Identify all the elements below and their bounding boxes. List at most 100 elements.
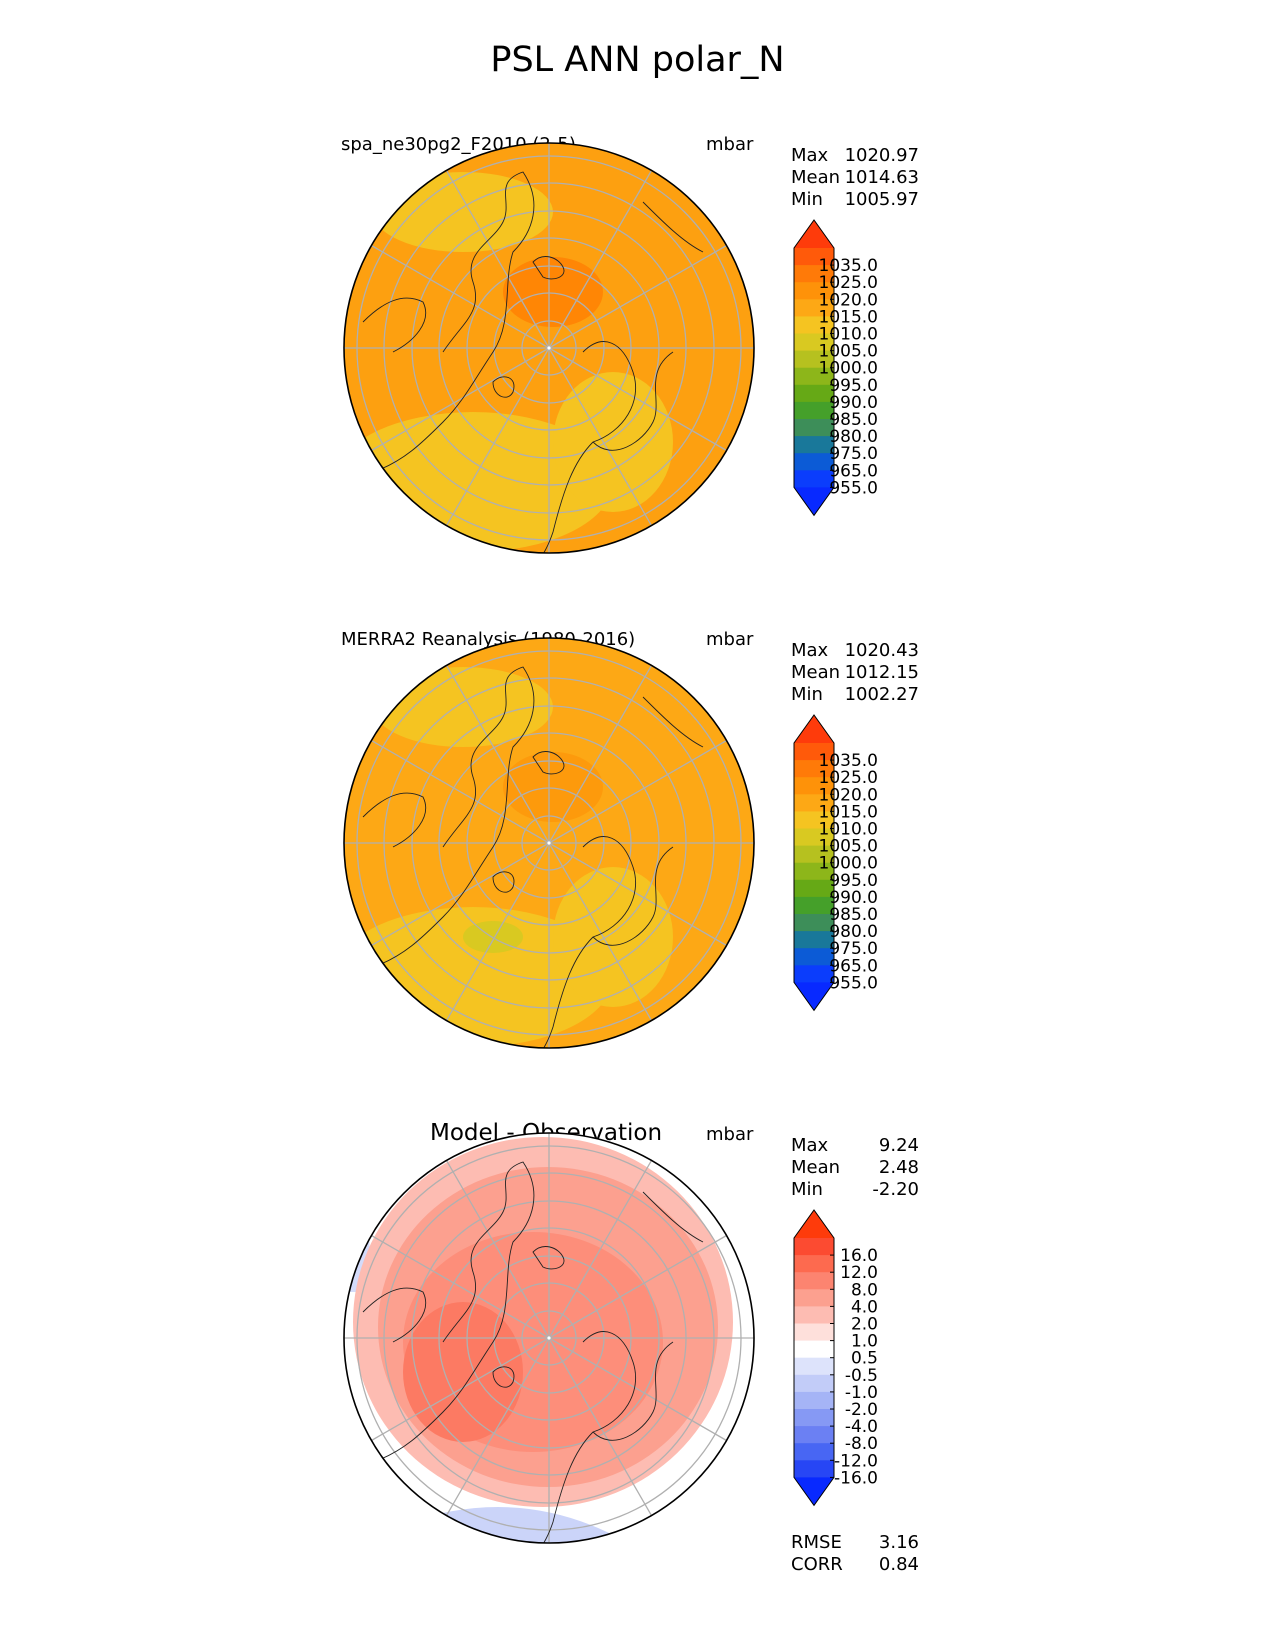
longitude-line bbox=[548, 842, 727, 947]
colorbar-tick-label: 16.0 bbox=[840, 1246, 878, 1266]
field-region bbox=[503, 257, 603, 327]
stat-max-label: Max bbox=[791, 145, 829, 166]
stat-mean: Mean 1012.15 bbox=[791, 662, 919, 683]
colorbar-segment bbox=[794, 931, 834, 949]
coastlines bbox=[362, 171, 704, 553]
colorbar-segment bbox=[794, 948, 834, 966]
stat-min-value: 1005.97 bbox=[844, 189, 919, 210]
colorbar-tick-label: 1000.0 bbox=[819, 854, 878, 874]
units-label: mbar bbox=[706, 134, 754, 155]
longitude-line bbox=[371, 842, 550, 947]
longitude-line bbox=[548, 244, 727, 349]
stat-mean-value: 1012.15 bbox=[844, 662, 919, 683]
colorbar-tick-label: 1035.0 bbox=[819, 256, 878, 276]
positive-region bbox=[403, 1302, 523, 1442]
stat-mean-label: Mean bbox=[791, 167, 841, 188]
longitude-line bbox=[371, 739, 550, 844]
longitude-line bbox=[548, 170, 653, 349]
colorbar-segment bbox=[794, 1357, 834, 1376]
stat-rmse: RMSE 3.16 bbox=[791, 1532, 919, 1553]
field bbox=[344, 1133, 754, 1543]
colorbar-tick-label: 1010.0 bbox=[819, 820, 878, 840]
colorbar-segment bbox=[794, 350, 834, 369]
colorbar-tick-label: 0.5 bbox=[851, 1349, 878, 1369]
coastline bbox=[362, 1287, 427, 1343]
colorbar-tick-label: 980.0 bbox=[829, 427, 878, 447]
colorbar-tick-label: 12.0 bbox=[840, 1263, 878, 1283]
longitude-line bbox=[445, 842, 550, 1021]
stat-max: Max 9.24 bbox=[791, 1135, 919, 1156]
colorbar-segment bbox=[794, 1306, 834, 1324]
colorbar-segment bbox=[794, 419, 834, 437]
longitude-line bbox=[371, 347, 550, 452]
colorbar-segment bbox=[794, 282, 834, 300]
colorbar-segment bbox=[794, 760, 834, 778]
longitude-line bbox=[548, 739, 727, 844]
coastline bbox=[532, 1246, 565, 1270]
north-pole-marker bbox=[547, 1336, 551, 1340]
colorbar-segment bbox=[794, 1289, 834, 1307]
colorbar-segment bbox=[794, 316, 834, 334]
coastline bbox=[492, 1366, 515, 1388]
colorbar-segment bbox=[794, 828, 834, 847]
stat-min: Min 1002.27 bbox=[791, 684, 919, 705]
panel-observation: MERRA2 Reanalysis (1980-2016) mbar Max 10… bbox=[0, 605, 1275, 1095]
colorbar-tick-label: -1.0 bbox=[845, 1383, 878, 1403]
colorbar-tick-label: -8.0 bbox=[845, 1434, 878, 1454]
colorbar-segment bbox=[794, 1374, 834, 1393]
colorbar-segment bbox=[794, 265, 834, 283]
field-region bbox=[503, 752, 603, 822]
map-boundary bbox=[343, 637, 755, 1049]
colorbar-tick-label: 985.0 bbox=[829, 410, 878, 430]
figure-title: PSL ANN polar_N bbox=[490, 40, 785, 80]
longitude-line bbox=[548, 842, 653, 1021]
longitude-line bbox=[548, 347, 653, 526]
longitude-line bbox=[548, 1337, 727, 1442]
stat-corr-label: CORR bbox=[791, 1554, 843, 1575]
coastline bbox=[372, 171, 535, 473]
coastlines bbox=[362, 666, 704, 1048]
longitude-line bbox=[548, 665, 653, 844]
coastline bbox=[532, 256, 565, 280]
longitude-line bbox=[548, 1337, 653, 1516]
colorbar-segment bbox=[794, 1391, 834, 1410]
colorbar-segment bbox=[794, 248, 834, 266]
colorbar-tick-label: 965.0 bbox=[829, 461, 878, 481]
longitude-line bbox=[445, 347, 550, 526]
colorbar-tick-label: 955.0 bbox=[829, 478, 878, 498]
longitude-line bbox=[371, 244, 550, 349]
colorbar-tick-label: 1015.0 bbox=[819, 307, 878, 327]
longitude-line bbox=[445, 170, 550, 349]
field-region bbox=[373, 667, 553, 747]
stat-max-label: Max bbox=[791, 1135, 829, 1156]
colorbar-segment bbox=[794, 453, 834, 471]
coastline bbox=[362, 297, 427, 353]
stat-corr-value: 0.84 bbox=[878, 1554, 919, 1575]
colorbar-tick-label: 980.0 bbox=[829, 922, 878, 942]
colorbar-segment bbox=[794, 1340, 834, 1359]
colorbar-segment bbox=[794, 914, 834, 932]
colorbar-extend-max bbox=[794, 715, 834, 743]
colorbar-tick-label: 8.0 bbox=[851, 1280, 878, 1300]
map-boundary bbox=[343, 142, 755, 554]
stat-rmse-label: RMSE bbox=[791, 1532, 842, 1553]
stat-mean-value: 2.48 bbox=[878, 1157, 919, 1178]
longitude-line bbox=[445, 665, 550, 844]
colorbar-tick-label: 1025.0 bbox=[819, 273, 878, 293]
colorbar-tick-label: 1035.0 bbox=[819, 751, 878, 771]
panel-model: spa_ne30pg2_F2010 (2-5) mbar Max 1020.97 … bbox=[0, 110, 1275, 600]
colorbar-tick-label: 1.0 bbox=[851, 1332, 878, 1352]
stat-min-label: Min bbox=[791, 684, 823, 705]
colorbar-tick-label: 995.0 bbox=[829, 376, 878, 396]
colorbar-segment bbox=[794, 1426, 834, 1444]
longitude-line bbox=[371, 1337, 550, 1442]
colorbar-segment bbox=[794, 401, 834, 420]
stat-max-value: 9.24 bbox=[878, 1135, 919, 1156]
colorbar-tick-label: -2.0 bbox=[845, 1400, 878, 1420]
colorbar-segment bbox=[794, 879, 834, 898]
colorbar-tick-label: 4.0 bbox=[851, 1297, 878, 1317]
coastline bbox=[532, 751, 565, 775]
colorbar-tick-label: -12.0 bbox=[834, 1451, 878, 1471]
colorbar-segment bbox=[794, 965, 834, 983]
units-label: mbar bbox=[706, 1124, 754, 1145]
